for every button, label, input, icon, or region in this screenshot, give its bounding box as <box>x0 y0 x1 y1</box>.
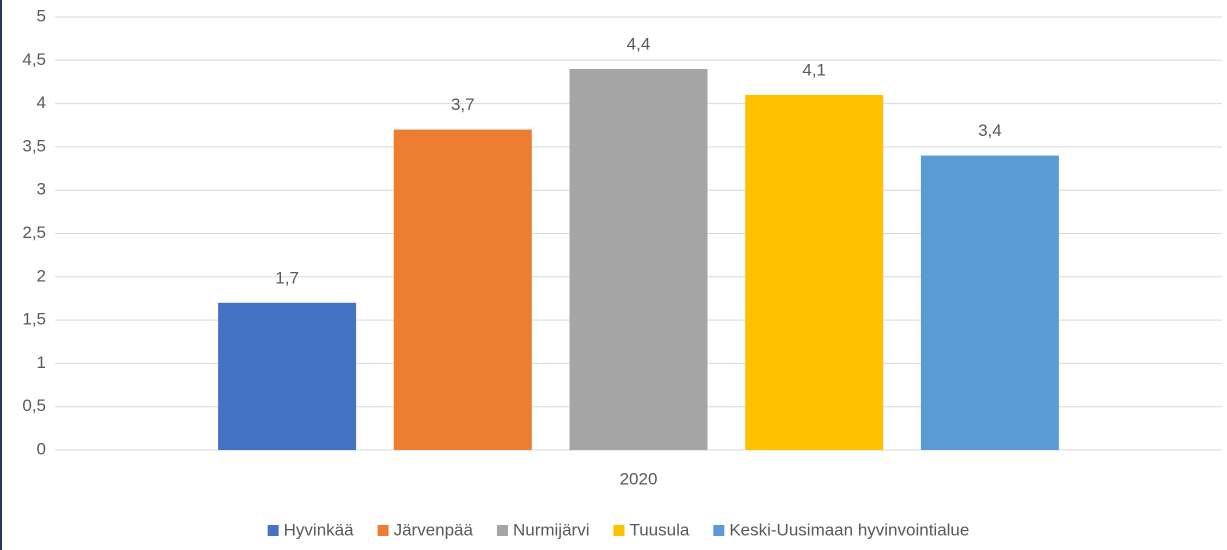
legend-label: Nurmijärvi <box>513 520 590 539</box>
legend-swatch <box>377 525 389 536</box>
bar <box>218 302 357 450</box>
legend-label: Keski-Uusimaan hyvinvointialue <box>729 520 969 539</box>
legend-label: Tuusula <box>629 520 689 539</box>
bar <box>745 94 884 450</box>
y-tick-label: 3,5 <box>22 136 46 155</box>
data-label: 4,4 <box>627 34 651 53</box>
y-tick-label: 0 <box>37 439 46 458</box>
bar <box>920 155 1059 450</box>
y-tick-label: 2,5 <box>22 223 46 242</box>
legend-label: Hyvinkää <box>284 520 354 539</box>
data-label: 3,4 <box>978 121 1002 140</box>
y-tick-label: 1,5 <box>22 310 46 329</box>
data-label: 4,1 <box>802 60 826 79</box>
legend-label: Järvenpää <box>394 520 474 539</box>
y-tick-label: 0,5 <box>22 396 46 415</box>
y-tick-label: 3 <box>37 180 46 199</box>
data-label: 3,7 <box>451 95 475 114</box>
data-label: 1,7 <box>275 268 299 287</box>
legend-swatch <box>613 525 625 536</box>
y-tick-label: 4 <box>37 93 46 112</box>
bar <box>393 129 532 450</box>
x-tick-label: 2020 <box>620 469 658 488</box>
legend-swatch <box>496 525 508 536</box>
y-tick-label: 1 <box>37 353 46 372</box>
legend-swatch <box>267 525 279 536</box>
y-tick-label: 4,5 <box>22 50 46 69</box>
y-tick-label: 2 <box>37 266 46 285</box>
legend-swatch <box>713 525 725 536</box>
bar <box>569 68 708 451</box>
y-tick-label: 5 <box>37 6 46 25</box>
